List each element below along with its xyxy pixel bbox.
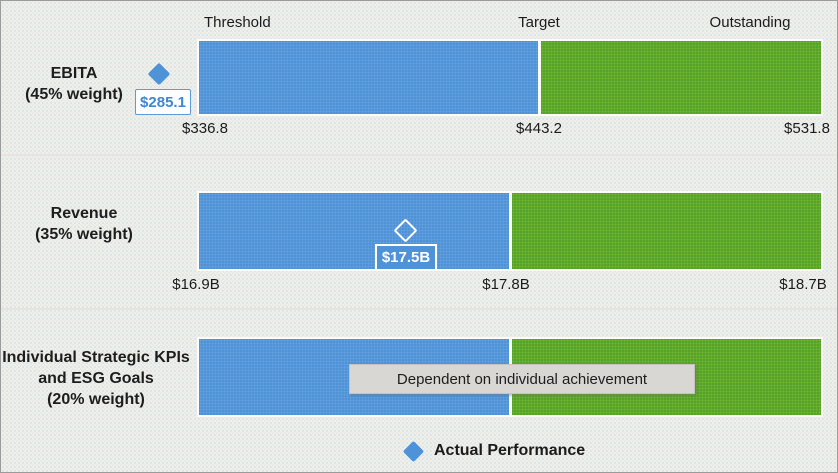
kpi-note-box: Dependent on individual achievement (349, 364, 695, 394)
band-label-outstanding: Outstanding (709, 14, 791, 31)
ebita-tick-target: $443.2 (516, 120, 562, 137)
metric-name: Revenue (50, 205, 118, 222)
metric-weight: (45% weight) (25, 86, 123, 103)
ebita-target-outstanding-band (541, 41, 821, 114)
legend-diamond-icon (402, 440, 425, 463)
metric-name: Individual Strategic KPIs and ESG Goals (2, 349, 190, 387)
row-divider (1, 154, 837, 156)
row-divider (1, 308, 837, 310)
revenue-actual-value-callout: $17.5B (375, 244, 437, 271)
ebita-actual-diamond-icon (147, 62, 171, 86)
revenue-tick-outstanding: $18.7B (779, 276, 827, 293)
row-label-individual-kpis: Individual Strategic KPIs and ESG Goals … (1, 347, 191, 410)
ebita-tick-threshold: $336.8 (182, 120, 228, 137)
revenue-tick-threshold: $16.9B (172, 276, 220, 293)
row-label-ebita: EBITA (45% weight) (1, 63, 147, 105)
revenue-tick-target: $17.8B (482, 276, 530, 293)
metric-weight: (35% weight) (35, 226, 133, 243)
revenue-threshold-target-band (199, 193, 509, 269)
ebita-tick-outstanding: $531.8 (784, 120, 830, 137)
metric-weight: (20% weight) (47, 391, 145, 408)
ebita-threshold-target-band (199, 41, 538, 114)
metric-name: EBITA (50, 65, 98, 82)
row-label-revenue: Revenue (35% weight) (1, 203, 167, 245)
revenue-target-outstanding-band (512, 193, 821, 269)
legend-label: Actual Performance (434, 442, 586, 459)
ebita-actual-value-callout: $285.1 (135, 89, 191, 115)
band-label-threshold: Threshold (204, 14, 271, 31)
band-label-target: Target (518, 14, 560, 31)
